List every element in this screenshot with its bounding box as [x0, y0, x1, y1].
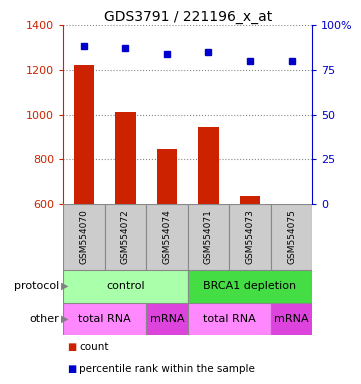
Bar: [229, 204, 271, 270]
Bar: [146, 303, 188, 335]
Bar: [188, 204, 229, 270]
Bar: [188, 303, 271, 335]
Bar: [157, 149, 177, 204]
Text: protocol: protocol: [14, 281, 60, 291]
Bar: [63, 270, 188, 303]
Text: mRNA: mRNA: [150, 314, 184, 324]
Bar: [198, 127, 219, 204]
Text: ■: ■: [67, 364, 76, 374]
Text: total RNA: total RNA: [78, 314, 131, 324]
Bar: [271, 204, 312, 270]
Text: BRCA1 depletion: BRCA1 depletion: [204, 281, 296, 291]
Text: total RNA: total RNA: [203, 314, 256, 324]
Text: percentile rank within the sample: percentile rank within the sample: [79, 364, 255, 374]
Text: GSM554075: GSM554075: [287, 209, 296, 264]
Bar: [74, 65, 94, 204]
Text: GSM554071: GSM554071: [204, 209, 213, 264]
Bar: [115, 112, 136, 204]
Text: GSM554073: GSM554073: [245, 209, 255, 264]
Bar: [146, 204, 188, 270]
Bar: [271, 303, 312, 335]
Text: ▶: ▶: [61, 281, 69, 291]
Bar: [63, 303, 146, 335]
Text: ▶: ▶: [61, 314, 69, 324]
Text: count: count: [79, 342, 109, 352]
Text: mRNA: mRNA: [274, 314, 309, 324]
Text: GSM554070: GSM554070: [79, 209, 88, 264]
Text: GSM554074: GSM554074: [162, 210, 171, 264]
Bar: [240, 196, 260, 204]
Title: GDS3791 / 221196_x_at: GDS3791 / 221196_x_at: [104, 10, 272, 24]
Text: control: control: [106, 281, 145, 291]
Bar: [188, 270, 312, 303]
Text: ■: ■: [67, 342, 76, 352]
Text: other: other: [30, 314, 60, 324]
Bar: [281, 204, 302, 206]
Bar: [105, 204, 146, 270]
Text: GSM554072: GSM554072: [121, 210, 130, 264]
Bar: [63, 204, 105, 270]
